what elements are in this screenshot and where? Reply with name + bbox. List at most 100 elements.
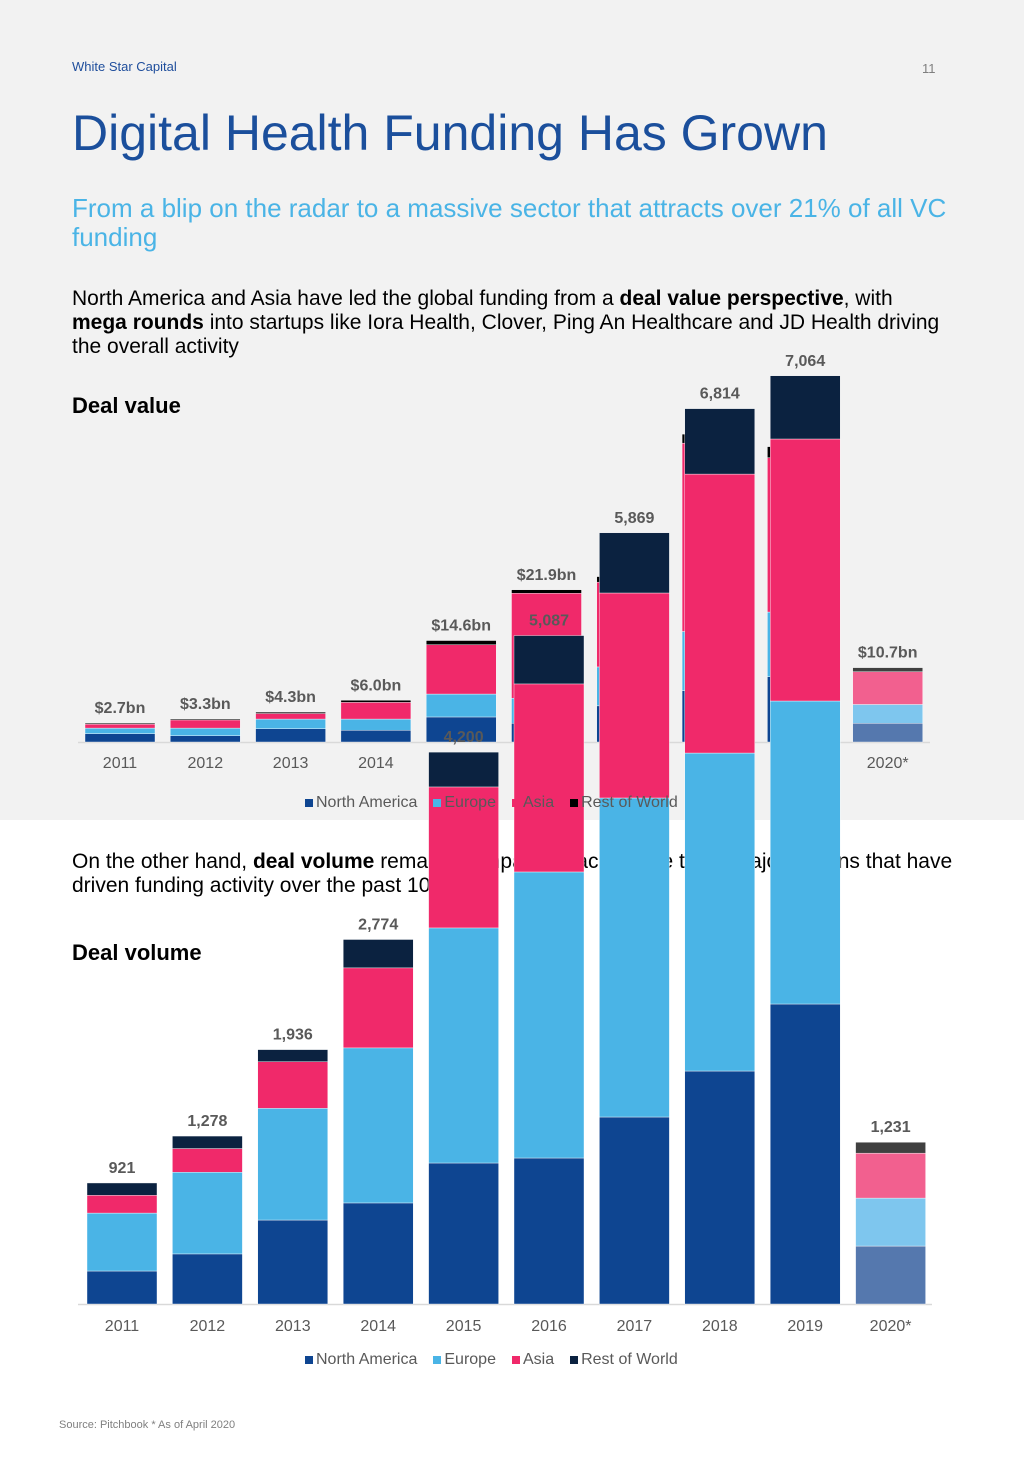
deal-value-total-label: $10.7bn [858, 645, 918, 662]
deal-volume-year-label: 2019 [787, 1318, 823, 1335]
deal-volume-bar-north-america [86, 1270, 158, 1305]
deal-volume-bar-north-america [343, 1202, 414, 1305]
deal-volume-bar-europe [684, 752, 755, 1072]
legend-swatch [511, 799, 520, 807]
deal-volume-total-label: 4,200 [444, 729, 484, 746]
emphasis-text: mega rounds [72, 311, 204, 334]
legend-item: Europe [433, 794, 496, 812]
deal-value-bar-rest-of-world [852, 667, 923, 673]
legend-swatch [433, 799, 442, 807]
deal-value-bar-north-america [426, 716, 497, 743]
legend-item: North America [305, 1351, 417, 1369]
deal-value-year-label: 2012 [188, 755, 224, 772]
page-title: Digital Health Funding Has Grown [72, 105, 828, 161]
emphasis-text: deal value perspective [619, 287, 844, 310]
legend-label: Asia [522, 1351, 555, 1368]
deal-volume-total-label: 1,936 [273, 1027, 313, 1044]
deal-value-bar-europe [426, 693, 497, 718]
deal-volume-bar-north-america [513, 1157, 585, 1305]
deal-value-bar-asia [426, 644, 497, 695]
deal-value-total-label: $4.3bn [265, 689, 316, 706]
legend-label: Europe [444, 1351, 496, 1368]
deal-value-bar-rest-of-world [426, 640, 497, 645]
legend-label: Asia [522, 794, 555, 811]
deal-value-total-label: $14.6bn [431, 618, 491, 635]
legend-item: Rest of World [570, 1351, 678, 1369]
deal-value-bar-europe [255, 718, 326, 729]
deal-volume-bar-asia [599, 592, 670, 799]
deal-volume-bar-europe [855, 1197, 926, 1247]
legend-label: Rest of World [581, 794, 678, 811]
deal-value-total-label: $3.3bn [180, 696, 231, 713]
deal-value-bar-north-america [170, 735, 241, 743]
deal-volume-bar-rest-of-world [770, 375, 841, 440]
deal-volume-bar-asia [86, 1195, 158, 1214]
deal-value-bar-north-america [84, 733, 156, 743]
deal-volume-bar-asia [513, 683, 585, 873]
deal-volume-year-label: 2014 [360, 1318, 396, 1335]
deal-volume-bar-asia [343, 967, 414, 1049]
deal-value-bar-asia [340, 702, 412, 720]
body-text: , with [843, 287, 893, 310]
deal-value-year-label: 2011 [103, 755, 138, 772]
deal-value-bar-asia [170, 719, 241, 729]
deal-value-bar-asia [84, 723, 156, 729]
legend-label: Rest of World [581, 1351, 678, 1368]
emphasis-text: deal volume [252, 850, 375, 873]
deal-volume-year-label: 2013 [275, 1318, 311, 1335]
legend-swatch [433, 1356, 442, 1364]
page-number: 11 [922, 61, 936, 76]
deal-value-bar-asia [255, 713, 326, 720]
deal-volume-bar-rest-of-world [257, 1049, 328, 1062]
deal-value-bar-rest-of-world [340, 700, 412, 703]
deal-value-bar-europe [852, 704, 923, 724]
deal-value-bar-north-america [852, 723, 923, 743]
legend-item: North America [305, 794, 417, 812]
brand-name: White Star Capital [72, 59, 177, 74]
deal-volume-total-label: 2,774 [358, 916, 398, 933]
deal-value-bar-north-america [340, 729, 412, 743]
legend-deal-volume: North America Europe Asia Rest of World [305, 1351, 678, 1369]
deal-volume-bar-rest-of-world [599, 532, 670, 594]
deal-volume-total-label: 5,869 [614, 510, 654, 527]
deal-volume-total-label: 6,814 [700, 386, 740, 403]
deal-volume-bar-asia [855, 1152, 926, 1199]
deal-value-year-label: 2014 [358, 755, 394, 772]
deal-volume-bar-europe [513, 871, 585, 1159]
deal-volume-bar-north-america [855, 1245, 926, 1305]
deal-value-bar-europe [84, 727, 156, 734]
deal-value-bar-rest-of-world [511, 589, 582, 594]
deal-value-bar-asia [852, 671, 923, 705]
deal-volume-year-label: 2016 [531, 1318, 567, 1335]
deal-volume-bar-asia [428, 786, 499, 929]
deal-value-bar-europe [170, 727, 241, 736]
deal-volume-bar-rest-of-world [513, 635, 585, 685]
deal-volume-year-label: 2012 [190, 1318, 226, 1335]
deal-value-year-label: 2020* [867, 755, 909, 772]
deal-volume-bar-rest-of-world [86, 1182, 158, 1196]
deal-volume-year-label: 2017 [617, 1318, 653, 1335]
deal-volume-bar-europe [428, 927, 499, 1164]
deal-volume-bar-north-america [172, 1253, 243, 1305]
legend-item: Asia [511, 1351, 555, 1369]
legend-label: North America [316, 1351, 418, 1368]
deal-value-total-label: $6.0bn [351, 677, 402, 694]
page-subtitle: From a blip on the radar to a massive se… [72, 193, 947, 252]
legend-swatch [570, 1356, 579, 1364]
source-note: Source: Pitchbook * As of April 2020 [59, 1419, 236, 1431]
legend-item: Asia [511, 794, 555, 812]
deal-value-year-label: 2013 [273, 755, 309, 772]
legend-swatch [305, 1356, 313, 1364]
deal-volume-bar-north-america [428, 1162, 499, 1305]
deal-volume-bar-europe [599, 797, 670, 1118]
legend-swatch [511, 1356, 520, 1364]
deal-volume-bar-asia [172, 1148, 243, 1173]
deal-volume-bar-europe [86, 1212, 158, 1272]
deal-volume-bar-north-america [684, 1070, 755, 1305]
legend-deal-value: North America Europe Asia Rest of World [305, 794, 678, 812]
body-text: On the other hand, [72, 850, 253, 873]
deal-volume-total-label: 5,087 [529, 613, 569, 630]
deal-volume-bar-rest-of-world [855, 1142, 926, 1154]
chart-title-deal-volume: Deal volume [72, 940, 202, 965]
deal-volume-bar-rest-of-world [684, 408, 755, 475]
